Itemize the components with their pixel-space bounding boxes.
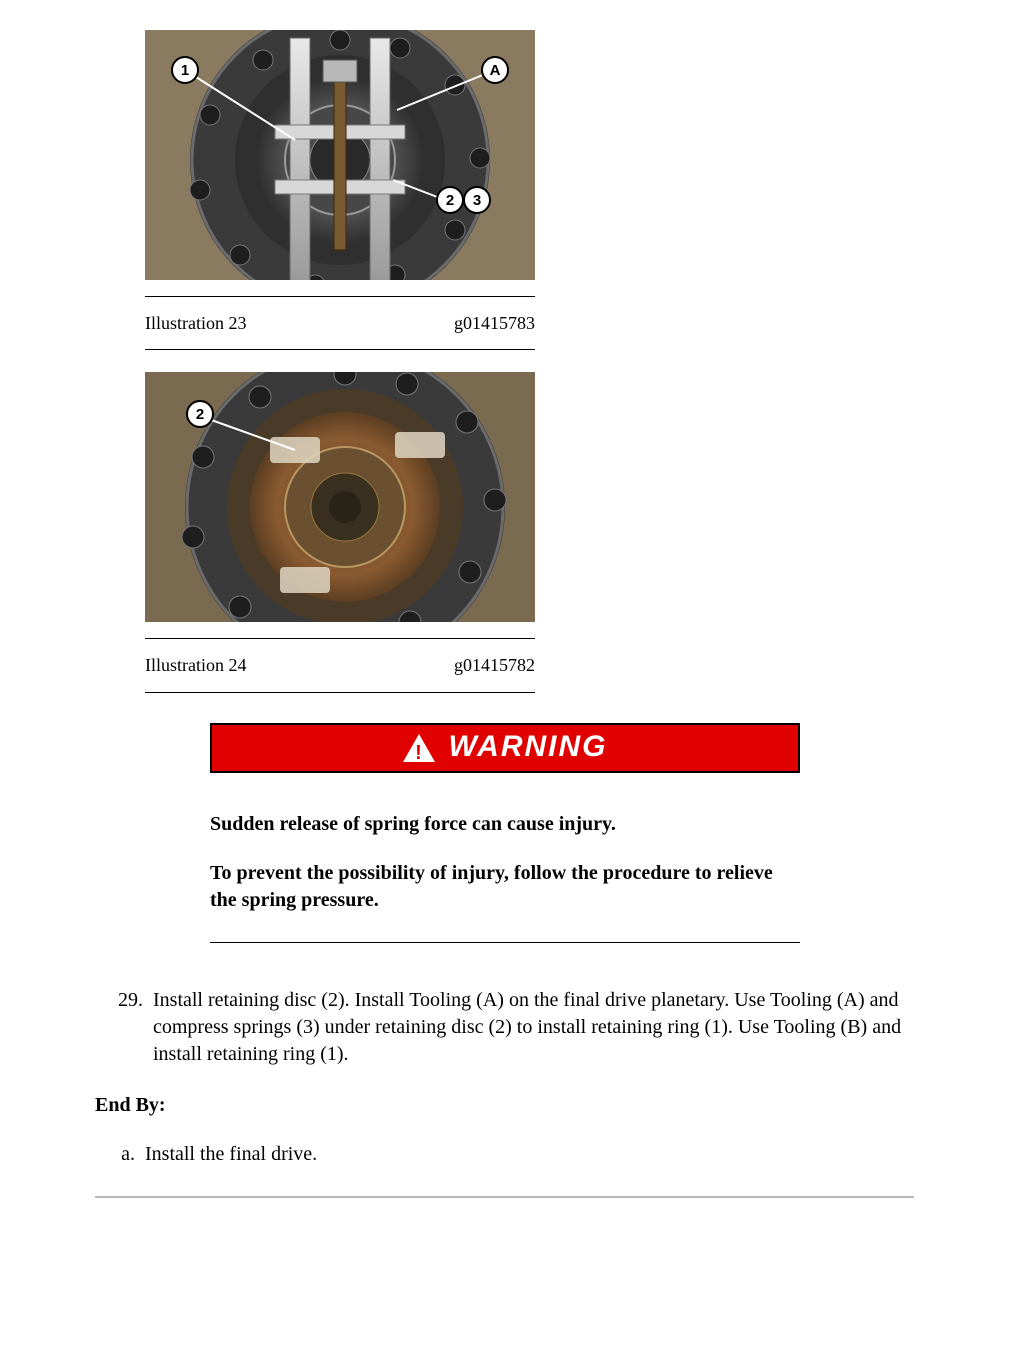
figure-24: 2 Illustration 24 g01415782 [145,372,914,692]
page-divider [95,1196,914,1198]
end-by-list: a. Install the final drive. [95,1141,914,1168]
illustration-label: Illustration 24 [145,653,247,677]
callout-a: A [490,62,501,79]
illustration-23-caption: Illustration 23 g01415783 [145,296,535,350]
warning-text: Sudden release of spring force can cause… [210,811,800,914]
end-by-text: Install the final drive. [145,1141,317,1168]
warning-block: WARNING Sudden release of spring force c… [210,723,914,943]
end-by-item-a: a. Install the final drive. [95,1141,914,1168]
step-29: 29. Install retaining disc (2). Install … [95,987,914,1068]
callout-1: 1 [181,62,189,79]
step-number: 29. [95,987,143,1014]
illustration-code: g01415783 [454,311,535,335]
illustration-label: Illustration 23 [145,311,247,335]
warning-triangle-icon [403,734,435,762]
figure-23: 1 A 2 3 Illustration 23 g01415783 [145,30,914,350]
step-text: Install retaining disc (2). Install Tool… [153,987,914,1068]
callout-2: 2 [446,192,454,209]
illustration-24-image: 2 [145,372,535,622]
illustration-code: g01415782 [454,653,535,677]
callout-3: 3 [473,192,481,209]
illustration-23-image: 1 A 2 3 [145,30,535,280]
warning-label: WARNING [449,727,608,768]
warning-paragraph-2: To prevent the possibility of injury, fo… [210,860,800,914]
callout-2b: 2 [196,406,204,423]
end-by-heading: End By: [95,1092,914,1119]
warning-divider [210,942,800,943]
illustration-24-caption: Illustration 24 g01415782 [145,638,535,692]
procedure-steps: 29. Install retaining disc (2). Install … [95,987,914,1068]
end-by-letter: a. [95,1141,135,1168]
warning-banner: WARNING [210,723,800,773]
warning-paragraph-1: Sudden release of spring force can cause… [210,811,800,838]
